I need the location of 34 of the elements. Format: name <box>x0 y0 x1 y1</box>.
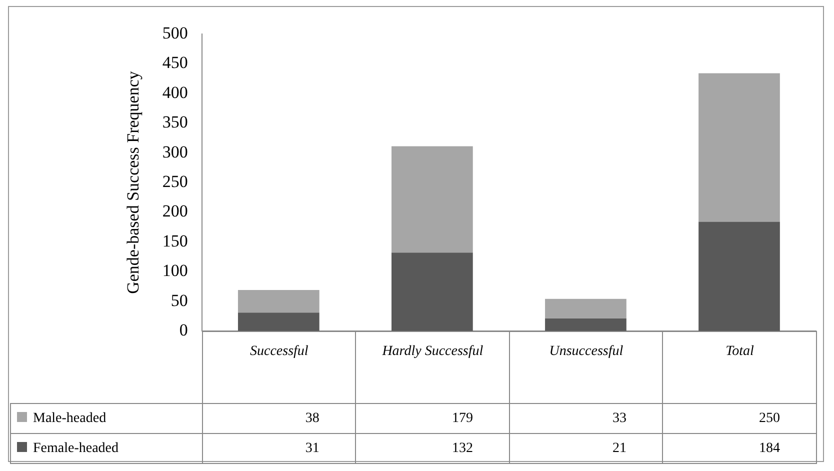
bar <box>545 318 626 331</box>
bar <box>698 222 780 331</box>
data-label: 31 <box>305 440 320 456</box>
bar <box>238 290 320 313</box>
y-tick-label: 100 <box>162 261 188 280</box>
y-tick-label: 50 <box>170 290 188 310</box>
data-label: 250 <box>758 410 780 426</box>
x-tick-label: Unsuccessful <box>549 344 624 360</box>
data-label: 184 <box>758 440 780 456</box>
bar <box>698 73 780 222</box>
legend-label: Female-headed <box>32 440 119 456</box>
y-tick-label: 450 <box>162 53 188 72</box>
y-axis-title: Gende-based Success Frequency <box>124 70 143 294</box>
y-tick-label: 500 <box>162 23 188 42</box>
bar <box>238 312 320 331</box>
x-tick-label: Total <box>726 344 754 360</box>
legend-label: Male-headed <box>32 410 106 426</box>
x-tick-label: Successful <box>250 344 308 360</box>
y-tick-label: 350 <box>162 112 188 132</box>
y-tick-label: 0 <box>179 320 188 340</box>
y-tick-label: 200 <box>162 202 188 221</box>
data-label: 33 <box>612 410 626 426</box>
data-label: 38 <box>305 410 320 426</box>
y-tick-label: 300 <box>162 142 188 162</box>
x-tick-label: Hardly Successful <box>382 344 484 360</box>
bar <box>545 298 626 319</box>
y-tick-label: 400 <box>162 82 188 102</box>
data-label: 21 <box>612 440 626 456</box>
bar <box>392 146 473 253</box>
data-label: 179 <box>452 410 473 426</box>
data-label: 132 <box>452 440 473 456</box>
y-tick-label: 250 <box>162 172 188 191</box>
bar <box>392 252 473 331</box>
y-tick-label: 150 <box>162 231 188 250</box>
